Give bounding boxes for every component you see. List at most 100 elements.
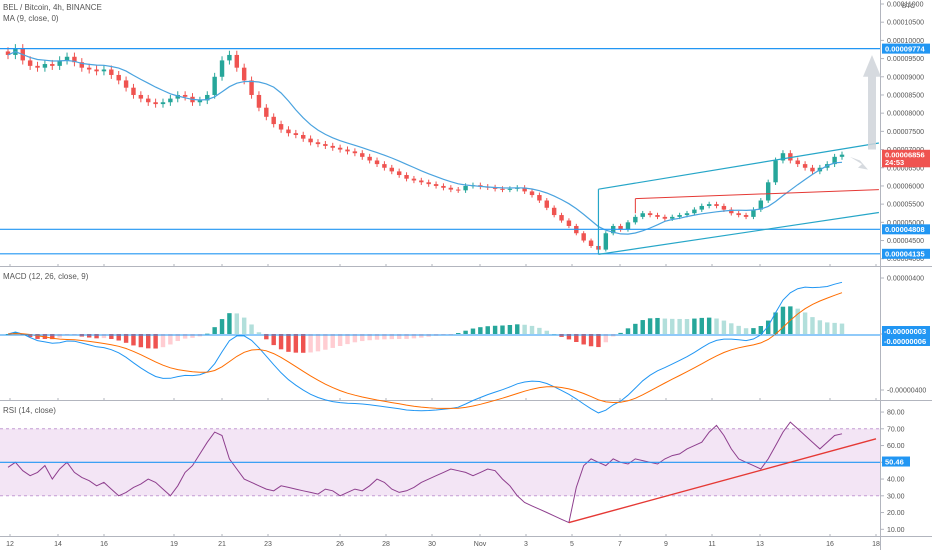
y-tick-label: 0.00005500 [887,202,924,209]
macd-bar [706,317,712,334]
time-axis[interactable]: 12 14 16 19 21 23 26 28 30 Nov 3 5 7 9 11 13 16 18 [6,264,880,548]
candle-body [655,215,660,217]
candle-body [374,160,380,165]
candle-body [551,207,557,216]
channel-upper [598,142,880,190]
candle-body [810,167,815,172]
candle-body [455,189,461,191]
candle-body [529,191,535,196]
macd-bar [551,333,557,335]
macd-bar [286,334,291,352]
candle-body [788,153,793,161]
candle-body [382,164,387,168]
candle-body [271,116,276,125]
macd-bar [175,334,180,342]
macd-bar [596,334,601,348]
macd-bar [190,334,195,338]
macd-bar [360,334,365,342]
macd-bar [308,334,313,353]
candle-body [544,200,549,208]
candle-body [241,67,247,81]
x-tick-label: 7 [618,541,622,548]
macd-bar [160,334,166,348]
candle-body [692,209,697,214]
macd-bar [670,318,675,334]
macd-bar [86,334,92,338]
macd-bar [751,328,756,334]
candle-body [153,102,158,105]
candle-body [197,100,203,103]
macd-bar [146,334,151,349]
rsi-pane[interactable] [0,421,880,524]
y-tick-label: 0.00004500 [887,238,924,245]
y-tick-label: 0.00000400 [887,276,924,283]
x-tick-label: 12 [6,541,14,548]
candle-body [677,215,682,217]
y-tick-label: 0.00009500 [887,56,924,63]
candle-body [832,156,837,165]
candle-body [345,149,350,152]
candle-body [780,153,786,161]
ma-legend[interactable]: MA (9, close, 0) [3,14,59,23]
macd-bar [448,334,454,335]
candle-body [175,94,180,99]
candle-body [706,204,712,206]
candle-body [146,98,151,103]
macd-bar [131,334,136,346]
candle-body [330,145,335,148]
macd-bar [537,327,542,334]
macd-bar [780,306,786,334]
candle-body [64,56,70,61]
price-tag [882,157,930,168]
x-tick-label: 16 [826,541,834,548]
macd-bar [839,323,845,334]
x-tick-label: 21 [218,541,226,548]
y-tick-label: 40.00 [887,477,905,484]
macd-bar [625,328,631,334]
symbol-legend[interactable]: BEL / Bitcoin, 4h, BINANCE [3,3,102,12]
macd-bar [758,326,764,334]
macd-bar [515,324,520,334]
candles [5,44,845,252]
macd-bar [212,327,217,334]
macd-bar [485,326,490,334]
macd-bar [382,334,387,340]
x-tick-label: 18 [872,541,880,548]
candle-body [773,160,778,183]
macd-bar [330,334,335,348]
candle-body [264,107,269,117]
macd-legend[interactable]: MACD (12, 26, close, 9) [3,272,89,281]
macd-tag [882,326,930,336]
macd-pane[interactable] [0,281,880,414]
y-tick-label: 0.00008500 [887,92,924,99]
candle-body [647,213,653,216]
macd-bar [301,334,306,353]
rsi-tag-label: 50.46 [885,457,904,466]
macd-tag [882,336,930,346]
candle-body [500,188,505,190]
macd-bar [743,328,749,334]
candle-body [234,54,240,68]
macd-bar [655,317,660,334]
rsi-legend[interactable]: RSI (14, close) [3,406,56,415]
macd-bar [337,334,343,347]
channel-lower [598,211,879,255]
macd-bar [765,320,771,334]
macd-tag-label: -0.00000006 [884,337,926,346]
macd-bar [315,334,321,352]
macd-bar [323,334,328,350]
macd-bar [256,332,262,334]
price-tag-label: 0.00004808 [885,225,925,234]
y-tick-label: 0.00004000 [887,256,924,263]
candle-body [35,65,40,68]
price-pane[interactable] [0,44,881,255]
candle-body [633,216,638,223]
candle-body [743,215,749,217]
y-tick-label: 30.00 [887,493,905,500]
x-tick-label: 3 [524,541,528,548]
candle-body [182,94,188,97]
price-axis[interactable]: 0.00011000 0.00010500 0.00010000 0.00009500… [880,2,930,534]
signal-line [7,292,843,409]
macd-bar [633,323,638,334]
candle-body [308,138,313,143]
